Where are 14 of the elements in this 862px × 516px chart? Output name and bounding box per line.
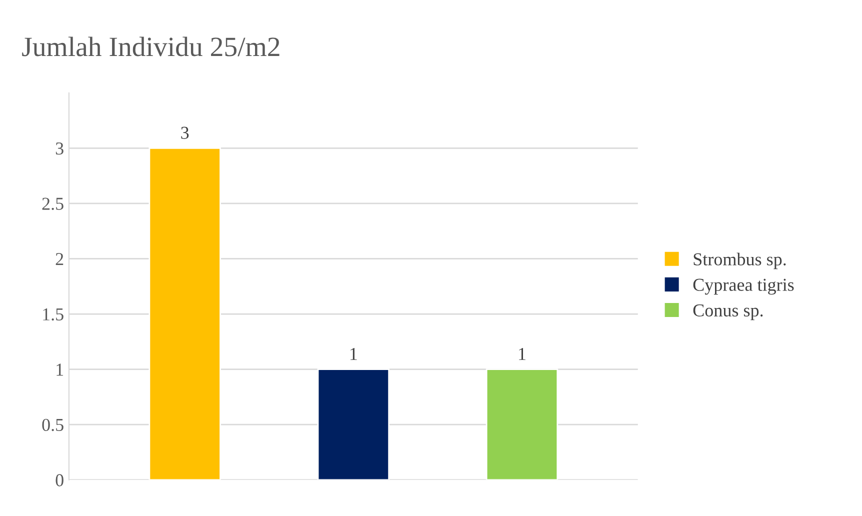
y-tick-label: 1.5 bbox=[43, 308, 64, 321]
y-tick-label: 2 bbox=[56, 253, 64, 265]
data-label: 3 bbox=[181, 126, 189, 139]
y-tick-label: 1 bbox=[56, 364, 64, 376]
y-tick-label: 0 bbox=[56, 474, 64, 486]
legend-label: Conus sp. bbox=[693, 304, 763, 320]
data-label: 1 bbox=[350, 348, 357, 360]
data-label: 1 bbox=[519, 348, 526, 360]
y-tick-label: 0.5 bbox=[42, 418, 64, 432]
legend-label: Cypraea tigris bbox=[693, 278, 794, 295]
y-tick-label: 3 bbox=[56, 142, 64, 155]
y-tick-label: 2.5 bbox=[42, 198, 64, 210]
chart-title: Jumlah Individu 25/m2 bbox=[22, 36, 280, 56]
legend-label: Strombus sp. bbox=[694, 252, 786, 270]
